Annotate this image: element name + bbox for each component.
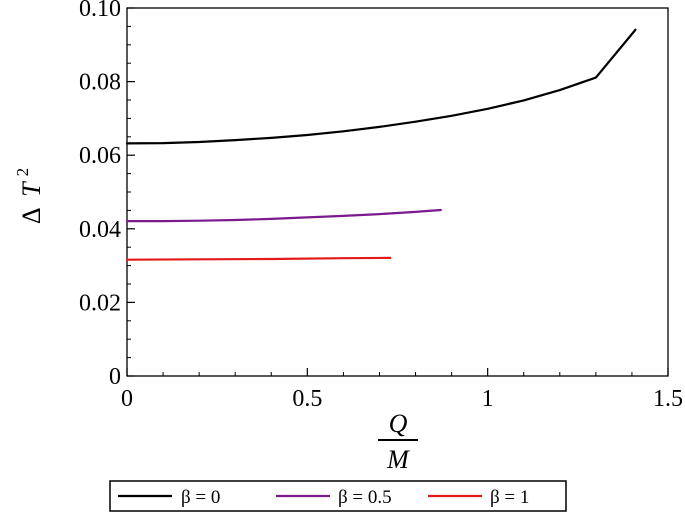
series-layer [125, 28, 637, 261]
y-tick-label: 0.10 [79, 0, 121, 22]
y-tick-label: 0 [109, 364, 121, 390]
svg-text:Δ T 2: Δ T 2 [13, 168, 46, 224]
y-tick-label: 0.04 [79, 217, 121, 243]
legend-label-0: β = 0 [181, 487, 220, 508]
plot-frame [126, 7, 669, 377]
x-tick-label: 0.5 [292, 386, 322, 412]
series-line-1 [125, 208, 442, 223]
legend: β = 0 β = 0.5 β = 1 [109, 480, 567, 512]
y-axis-ticks: 0 0.02 0.04 0.06 0.08 0.10 [79, 0, 135, 390]
x-axis-label-denominator: M [386, 445, 410, 474]
x-tick-label: 1.5 [653, 386, 683, 412]
y-axis-label-superscript: 2 [13, 168, 32, 177]
series-line-2 [125, 256, 392, 261]
y-tick-label: 0.06 [79, 143, 121, 169]
legend-label-2: β = 1 [490, 487, 529, 508]
legend-box [109, 480, 567, 512]
y-axis-label-delta: Δ [17, 207, 46, 224]
x-axis-ticks: 0 0.5 1 1.5 [121, 368, 683, 412]
y-tick-label: 0.02 [79, 290, 121, 316]
x-axis-label-numerator: Q [389, 409, 408, 438]
x-tick-label: 0 [121, 386, 133, 412]
legend-label-1: β = 0.5 [338, 487, 392, 508]
y-axis-label: Δ T 2 [13, 168, 46, 224]
x-tick-label: 1 [482, 386, 494, 412]
y-axis-label-symbol: T [17, 181, 46, 197]
y-tick-label: 0.08 [79, 70, 121, 96]
x-axis-label: Q M [378, 409, 418, 474]
series-line-0 [125, 28, 637, 145]
plot-border [126, 7, 669, 377]
